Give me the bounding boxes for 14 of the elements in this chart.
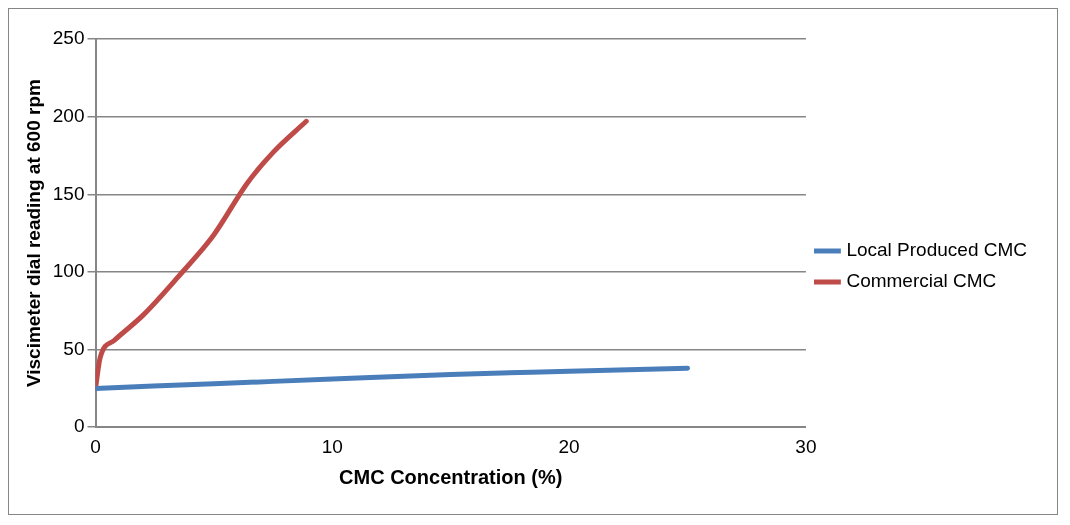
x-tick-label: 30 bbox=[795, 435, 817, 457]
x-tick-label: 0 bbox=[90, 435, 101, 457]
y-axis-title: Viscimeter dial reading at 600 rpm bbox=[22, 79, 44, 388]
y-tick-label: 200 bbox=[52, 104, 85, 126]
y-tick-label: 100 bbox=[52, 260, 85, 282]
y-tick-label: 50 bbox=[63, 337, 85, 359]
legend-label: Commercial CMC bbox=[846, 270, 997, 292]
y-tick-label: 150 bbox=[52, 182, 85, 204]
x-tick-label: 20 bbox=[558, 435, 580, 457]
y-tick-label: 250 bbox=[52, 27, 85, 49]
x-tick-label: 10 bbox=[321, 435, 343, 457]
x-axis-title: CMC Concentration (%) bbox=[339, 465, 563, 488]
legend-label: Local Produced CMC bbox=[846, 239, 1028, 261]
y-tick-label: 0 bbox=[73, 415, 85, 437]
